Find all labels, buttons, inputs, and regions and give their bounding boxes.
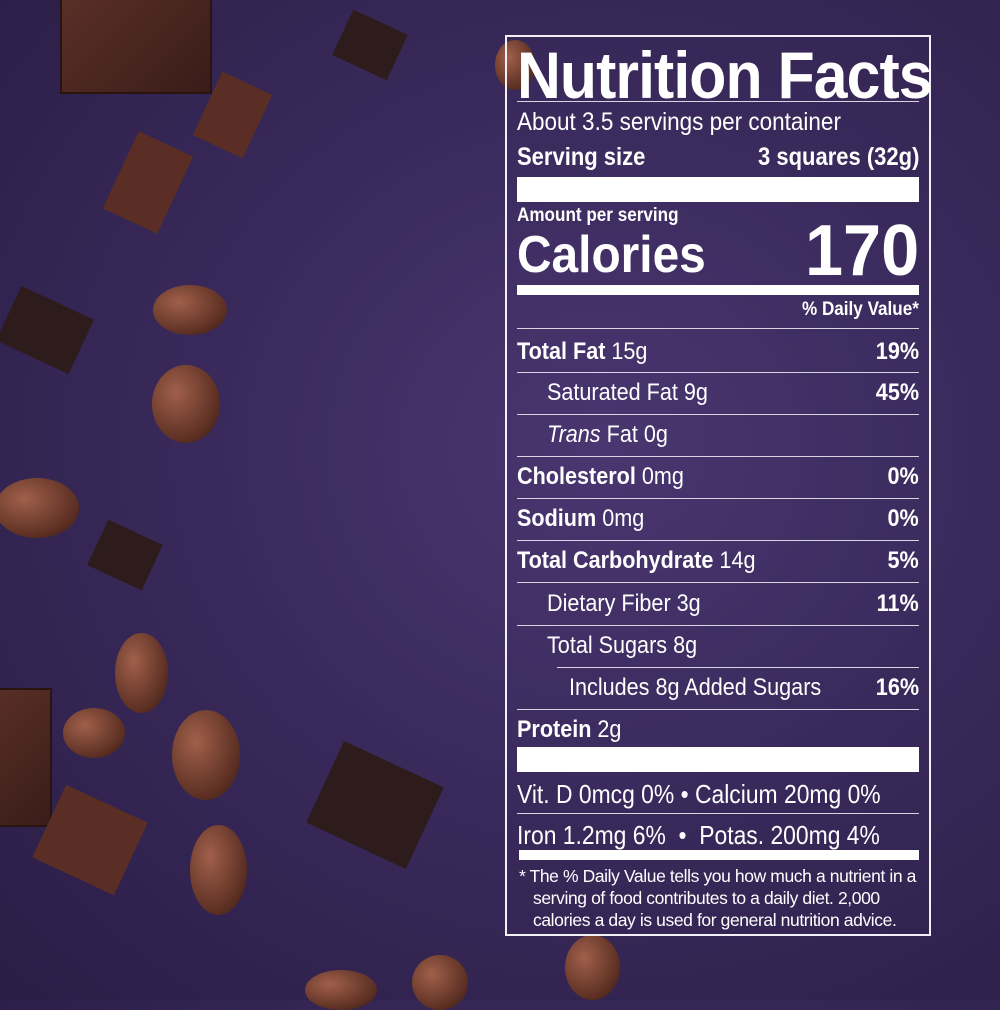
divider [517, 101, 919, 102]
cocoa-nib-image [87, 519, 163, 591]
nutrient-name: Sodium [517, 505, 597, 532]
cocoa-bean-image [115, 633, 168, 713]
nutrient-amount: 3g [676, 590, 701, 617]
cocoa-nib-image [0, 285, 94, 375]
cocoa-bean-image [565, 935, 620, 1000]
nutrient-row-sodium: Sodium 0mg 0% [517, 507, 919, 531]
cocoa-bean-image [63, 708, 125, 758]
divider [557, 667, 919, 668]
cocoa-bean-image [495, 40, 535, 90]
nutrient-name: Includes 8g Added Sugars [569, 674, 822, 701]
label-title: Nutrition Facts [517, 38, 933, 112]
calories-label: Calories [517, 226, 706, 284]
nutrient-row-total-fat: Total Fat 15g 19% [517, 340, 919, 364]
cocoa-nib-image [332, 9, 408, 81]
thick-divider [517, 177, 919, 202]
nutrient-amount: 0g [643, 421, 668, 448]
divider [517, 456, 919, 457]
nutrition-facts-label: Nutrition Facts About 3.5 servings per c… [505, 35, 933, 936]
nutrient-name: Total Sugars [547, 632, 668, 659]
cocoa-bean-image [412, 955, 468, 1010]
chocolate-piece-image [102, 131, 194, 234]
nutrient-dv: 0% [887, 505, 919, 532]
nutrient-amount: 2g [597, 716, 622, 743]
servings-per-container: About 3.5 servings per container [517, 108, 841, 136]
nutrient-amount: 14g [719, 547, 756, 574]
amount-per-serving: Amount per serving [517, 205, 679, 226]
nutrient-name: Trans [547, 421, 601, 448]
chocolate-bar-image [60, 0, 212, 94]
nutrient-name: Protein [517, 716, 592, 743]
nutrient-amount: 8g [673, 632, 698, 659]
nutrient-amount: 9g [683, 379, 708, 406]
nutrient-row-saturated-fat: Saturated Fat 9g 45% [517, 381, 919, 405]
nutrient-row-protein: Protein 2g [517, 718, 919, 742]
cocoa-bean-image [305, 970, 377, 1010]
cocoa-bean-image [172, 710, 240, 800]
nutrient-name: Total Carbohydrate [517, 547, 714, 574]
chocolate-bar-image [0, 688, 52, 827]
nutrient-dv: 19% [875, 338, 919, 365]
divider [517, 540, 919, 541]
divider [517, 372, 919, 373]
nutrient-row-total-carbohydrate: Total Carbohydrate 14g 5% [517, 549, 919, 573]
thick-divider [517, 285, 919, 295]
nutrient-dv: 5% [887, 547, 919, 574]
thick-divider [519, 850, 919, 860]
vitamins-text: Iron 1.2mg 6% • Potas. 200mg 4% [517, 820, 880, 850]
nutrient-row-dietary-fiber: Dietary Fiber 3g 11% [517, 592, 919, 616]
nutrient-dv: 45% [875, 379, 919, 406]
nutrient-amount: 0mg [641, 463, 684, 490]
nutrient-row-trans-fat: Trans Fat 0g [517, 423, 919, 447]
nutrient-name: Total Fat [517, 338, 606, 365]
nutrient-name: Cholesterol [517, 463, 636, 490]
nutrient-name-suffix: Fat [606, 421, 638, 448]
nutrient-row-added-sugars: Includes 8g Added Sugars 16% [517, 676, 919, 700]
divider [517, 498, 919, 499]
cocoa-bean-image [190, 825, 247, 915]
cocoa-bean-image [152, 365, 220, 443]
divider [517, 813, 919, 814]
serving-size-label: Serving size [517, 143, 646, 171]
nutrient-name: Dietary Fiber [547, 590, 671, 617]
divider [517, 328, 919, 329]
nutrient-dv: 0% [887, 463, 919, 490]
nutrient-dv: 11% [876, 590, 919, 617]
nutrient-row-total-sugars: Total Sugars 8g [517, 634, 919, 658]
vitamins-text: Vit. D 0mcg 0% • Calcium 20mg 0% [517, 779, 881, 809]
divider [517, 709, 919, 710]
footnote: * The % Daily Value tells you how much a… [519, 866, 916, 930]
serving-size-value: 3 squares (32g) [757, 143, 919, 171]
calories-value: 170 [804, 211, 919, 291]
vitamins-row-2: Iron 1.2mg 6% • Potas. 200mg 4% [517, 821, 919, 849]
nutrient-row-cholesterol: Cholesterol 0mg 0% [517, 465, 919, 489]
cocoa-bean-image [0, 478, 79, 538]
vitamins-row-1: Vit. D 0mcg 0% • Calcium 20mg 0% [517, 780, 919, 808]
cocoa-nib-image [306, 740, 444, 870]
nutrient-amount: 15g [611, 338, 648, 365]
nutrient-dv: 16% [875, 674, 919, 701]
divider [517, 582, 919, 583]
divider [517, 625, 919, 626]
cocoa-bean-image [153, 285, 227, 335]
divider [517, 414, 919, 415]
nutrient-amount: 0mg [602, 505, 645, 532]
daily-value-header: % Daily Value* [802, 299, 919, 320]
nutrient-name: Saturated Fat [547, 379, 678, 406]
thick-divider [517, 747, 919, 772]
